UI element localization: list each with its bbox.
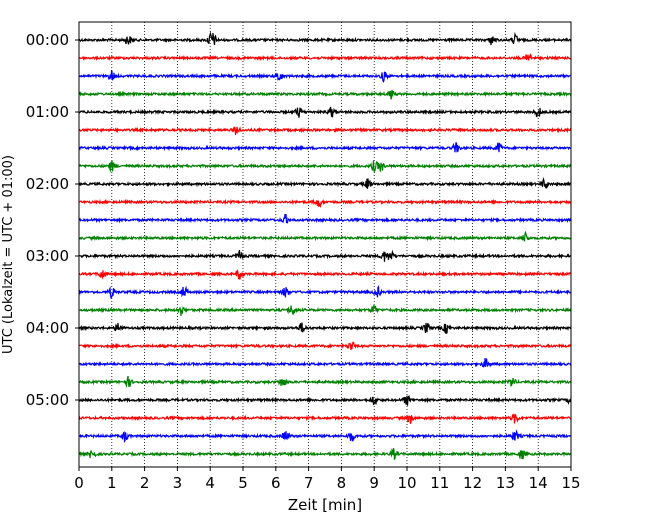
- x-tick-label: 14: [529, 474, 548, 492]
- trace-line: [78, 269, 572, 280]
- x-tick-label: 13: [496, 474, 515, 492]
- x-tick-label: 7: [304, 474, 314, 492]
- plot-frame: [78, 21, 572, 468]
- x-tick-label: 0: [74, 474, 84, 492]
- x-tick-label: 1: [107, 474, 117, 492]
- y-axis-ticks: 00:00 01:00 02:00 03:00 04:00 05:00: [26, 31, 79, 409]
- y-tick-label: 05:00: [26, 391, 69, 409]
- x-tick-label: 4: [205, 474, 215, 492]
- trace-line: [78, 213, 572, 224]
- trace-line: [78, 375, 572, 388]
- x-tick-label: 5: [238, 474, 248, 492]
- trace-line: [78, 303, 572, 316]
- x-tick-label: 2: [140, 474, 150, 492]
- trace-line: [78, 31, 572, 46]
- trace-line: [78, 89, 572, 100]
- trace-line: [78, 285, 572, 299]
- x-tick-label: 3: [173, 474, 183, 492]
- y-tick-label: 04:00: [26, 319, 69, 337]
- y-tick-label: 03:00: [26, 247, 69, 265]
- trace-line: [78, 249, 572, 262]
- trace-line: [78, 142, 572, 153]
- trace-line: [78, 358, 572, 368]
- trace-line: [78, 322, 572, 334]
- trace-line: [78, 160, 572, 173]
- trace-lines: [78, 31, 572, 460]
- y-tick-label: 02:00: [26, 175, 69, 193]
- trace-line: [78, 395, 572, 406]
- trace-line: [78, 230, 572, 242]
- trace-line: [78, 53, 572, 62]
- trace-line: [78, 448, 572, 460]
- trace-line: [78, 198, 572, 209]
- trace-line: [78, 126, 572, 135]
- y-tick-label: 00:00: [26, 31, 69, 49]
- x-axis-label: Zeit [min]: [288, 496, 362, 514]
- x-tick-label: 11: [430, 474, 449, 492]
- trace-line: [78, 341, 572, 351]
- trace-line: [78, 413, 572, 424]
- y-tick-label: 01:00: [26, 103, 69, 121]
- x-tick-label: 15: [561, 474, 580, 492]
- x-tick-label: 10: [397, 474, 416, 492]
- x-axis-ticks: 0 1 2 3 4 5 6 7 8 9 10 11 12 13 14 15: [74, 467, 581, 492]
- y-axis-label: UTC (Lokalzeit = UTC + 01:00): [1, 155, 16, 354]
- trace-line: [78, 429, 572, 443]
- trace-line: [78, 106, 572, 118]
- grid-lines: [111, 22, 539, 467]
- x-tick-label: 12: [463, 474, 482, 492]
- trace-line: [78, 176, 572, 189]
- trace-line: [78, 69, 572, 83]
- x-tick-label: 8: [337, 474, 347, 492]
- x-tick-label: 9: [369, 474, 379, 492]
- x-tick-label: 6: [271, 474, 281, 492]
